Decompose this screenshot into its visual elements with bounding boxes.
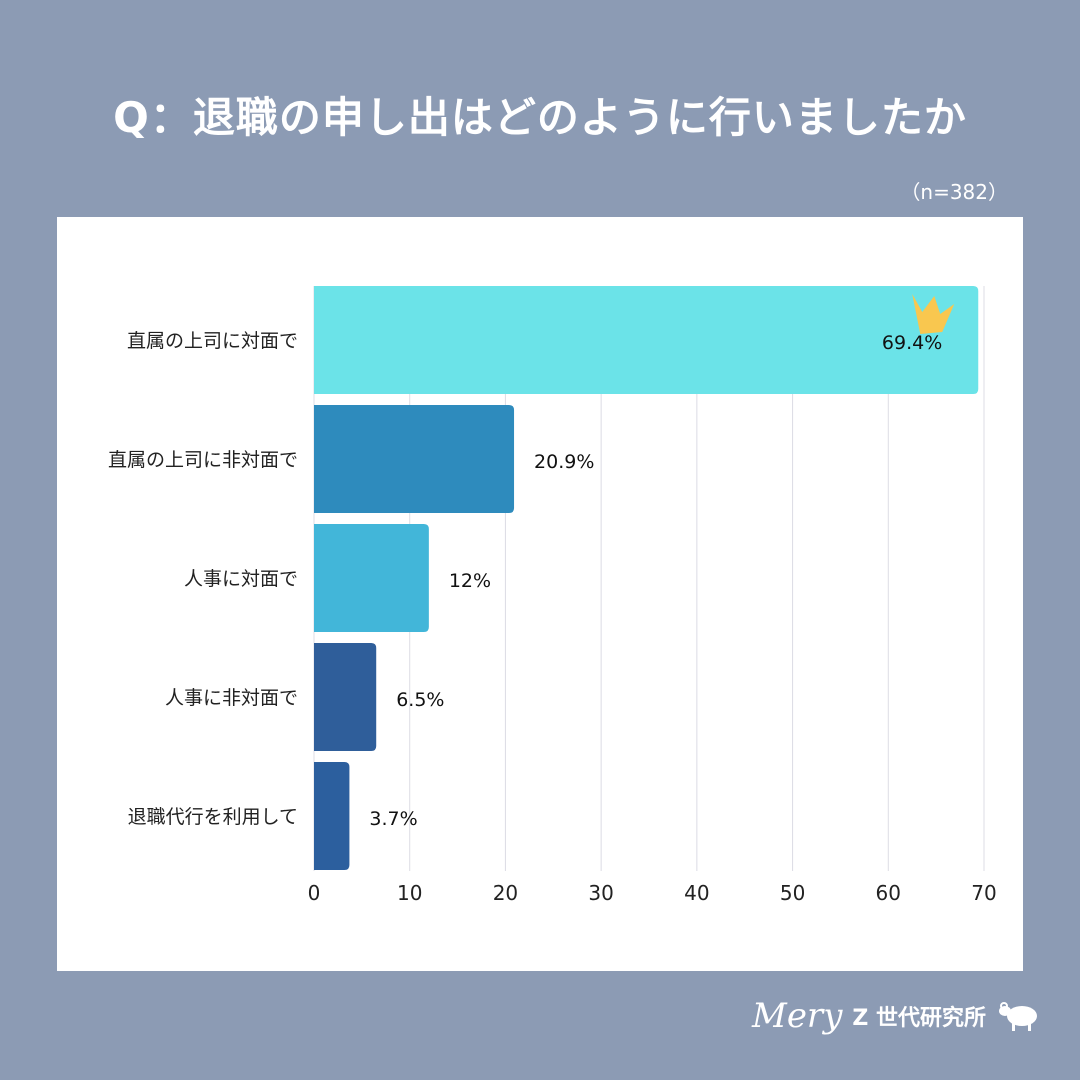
page-title: Q：退職の申し出はどのように行いましたか — [113, 93, 967, 142]
x-tick-label: 40 — [684, 881, 709, 905]
bar — [314, 405, 515, 513]
x-tick-label: 30 — [588, 881, 613, 905]
logo-label: Z 世代研究所 — [852, 1006, 987, 1031]
x-tick-label: 10 — [397, 881, 422, 905]
category-label: 人事に非対面で — [165, 687, 298, 709]
x-tick-label: 20 — [493, 881, 518, 905]
chart-card: 0 10 20 30 40 50 60 70 直属の上司に対面で 69.4% 直属の上司に非対面で 2… — [57, 217, 1023, 971]
category-label: 人事に対面で — [184, 568, 298, 590]
bar-chart: 0 10 20 30 40 50 60 70 直属の上司に対面で 69.4% 直属の上司に非対面で 2… — [108, 286, 997, 905]
category-label: 直属の上司に非対面で — [108, 449, 298, 471]
data-label: 20.9% — [534, 451, 594, 473]
bar — [314, 286, 979, 394]
x-tick-label: 60 — [876, 881, 901, 905]
bar — [314, 524, 429, 632]
sheep-icon — [999, 1002, 1038, 1031]
x-tick-label: 50 — [780, 881, 805, 905]
data-label: 3.7% — [369, 808, 417, 830]
bar — [314, 762, 350, 870]
category-label: 退職代行を利用して — [128, 806, 298, 828]
x-tick-label: 70 — [971, 881, 996, 905]
data-label: 12% — [449, 570, 491, 592]
category-label: 直属の上司に対面で — [127, 330, 298, 352]
sample-size: （n=382） — [900, 180, 1008, 204]
crown-icon — [912, 294, 955, 334]
data-label: 69.4% — [882, 332, 942, 354]
bar — [314, 643, 377, 751]
logo: Mery Z 世代研究所 — [752, 996, 1040, 1036]
x-tick-label: 0 — [308, 881, 321, 905]
data-label: 6.5% — [396, 689, 444, 711]
logo-script: Mery — [752, 996, 843, 1036]
